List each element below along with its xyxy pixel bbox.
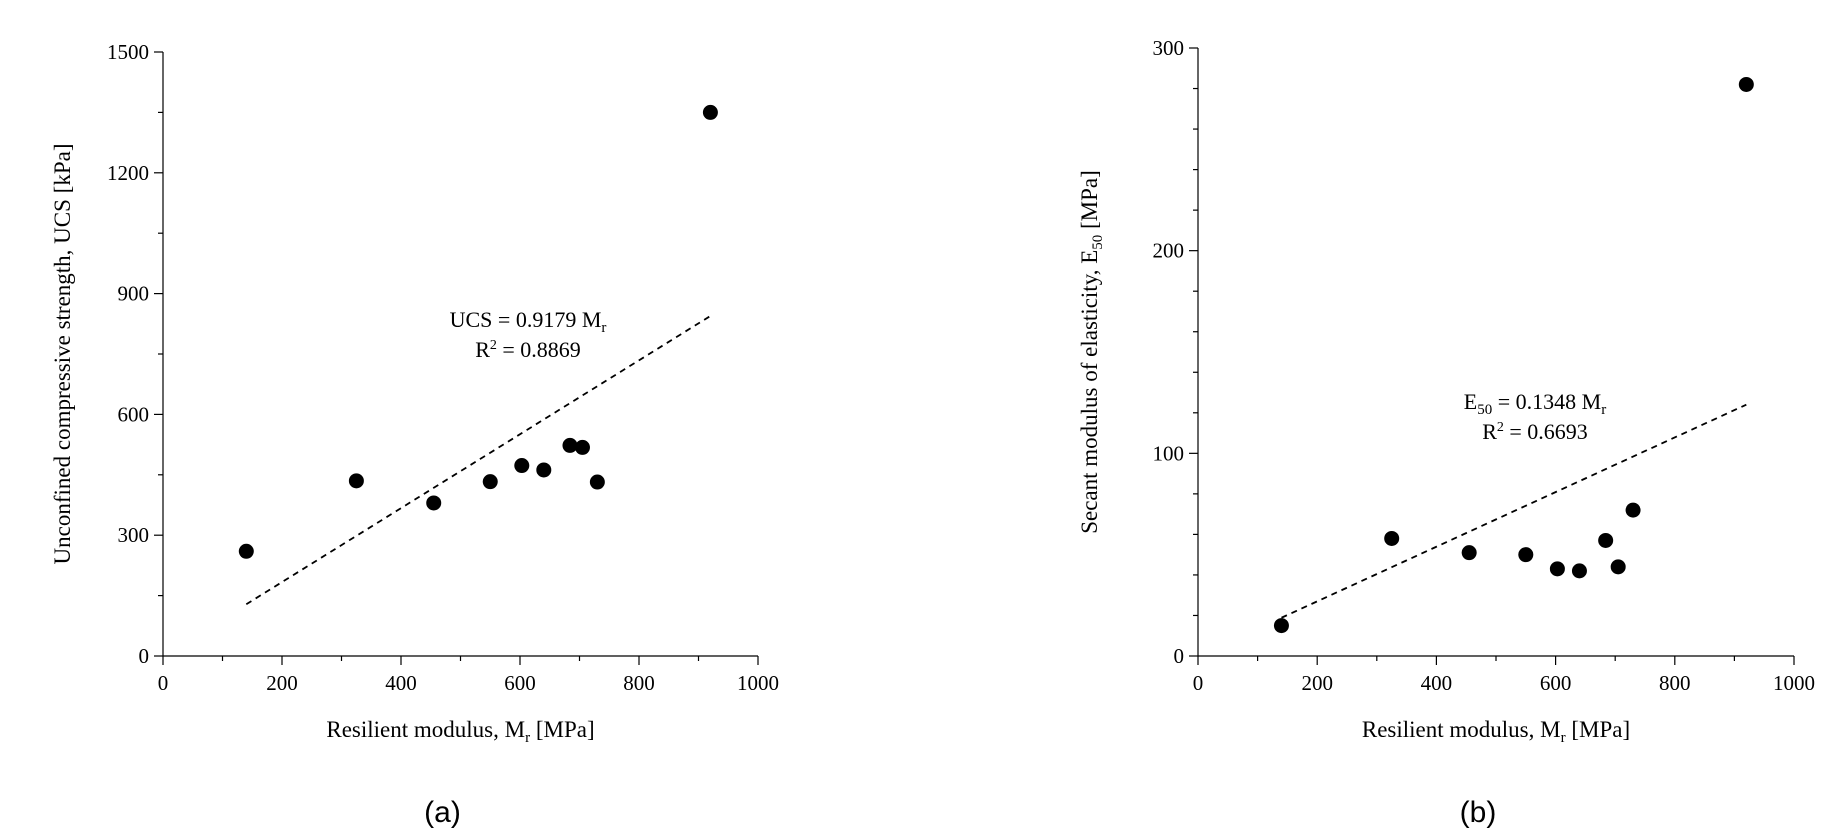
y-axis-title: Unconfined compressive strength, UCS [kP…: [50, 144, 75, 565]
fit-equation: E50 = 0.1348 Mr: [1464, 389, 1606, 418]
y-tick-label: 600: [118, 402, 150, 426]
x-axis-title: Resilient modulus, Mr [MPa]: [1362, 717, 1630, 746]
data-point: [1625, 502, 1641, 518]
data-point: [482, 474, 498, 490]
data-point: [1549, 561, 1565, 577]
axis-frame: [162, 52, 758, 657]
y-tick-label: 100: [1153, 441, 1185, 465]
y-tick-label: 1200: [107, 161, 149, 185]
x-axis-title: Resilient modulus, Mr [MPa]: [326, 717, 594, 746]
x-tick-label: 800: [623, 671, 655, 695]
y-axis-title: Secant modulus of elasticity, E50 [MPa]: [1077, 170, 1106, 534]
data-point: [589, 474, 605, 490]
data-point: [1738, 76, 1754, 92]
panel-label-a: (a): [424, 796, 461, 829]
chart-a: 0 300 600 900 1200 1500 0 200 400 600 800 1000 Resil…: [50, 40, 779, 829]
data-point: [702, 104, 718, 120]
x-tick-label: 600: [504, 671, 536, 695]
data-point: [1384, 530, 1400, 546]
fit-equation: UCS = 0.9179 Mr: [450, 307, 607, 336]
x-tick-label: 400: [385, 671, 417, 695]
data-point: [1461, 545, 1477, 561]
data-point: [238, 543, 254, 559]
axis-frame: [1197, 48, 1794, 657]
x-tick-label: 200: [266, 671, 298, 695]
x-tick-label: 600: [1540, 671, 1572, 695]
y-tick-label: 200: [1153, 239, 1185, 263]
y-tick-label: 300: [1153, 36, 1185, 60]
x-tick-label: 800: [1659, 671, 1691, 695]
data-point: [1610, 559, 1626, 575]
panel-label-b: (b): [1460, 796, 1497, 829]
data-point: [514, 458, 530, 474]
y-tick-label: 1500: [107, 40, 149, 64]
x-tick-label: 0: [158, 671, 169, 695]
data-point: [1571, 563, 1587, 579]
trend-line: [1281, 403, 1747, 619]
y-tick-label: 0: [1174, 644, 1185, 668]
data-point: [1598, 532, 1614, 548]
data-point: [1518, 547, 1534, 563]
r-squared: R2 = 0.6693: [1482, 419, 1588, 444]
data-point: [1273, 618, 1289, 634]
x-tick-label: 200: [1301, 671, 1333, 695]
data-point: [562, 437, 578, 453]
x-tick-label: 400: [1421, 671, 1453, 695]
x-tick-label: 1000: [737, 671, 779, 695]
y-tick-label: 0: [139, 644, 150, 668]
data-point: [348, 473, 364, 489]
x-tick-label: 1000: [1773, 671, 1815, 695]
data-point: [536, 462, 552, 478]
chart-b: 0 100 200 300 0 200 400 600 800 1000 Resilient mod…: [1077, 36, 1815, 829]
y-tick-label: 900: [118, 282, 150, 306]
data-point: [426, 495, 442, 511]
y-tick-label: 300: [118, 523, 150, 547]
trend-line: [245, 315, 711, 606]
r-squared: R2 = 0.8869: [475, 337, 581, 362]
x-tick-label: 0: [1193, 671, 1204, 695]
data-point: [574, 439, 590, 455]
